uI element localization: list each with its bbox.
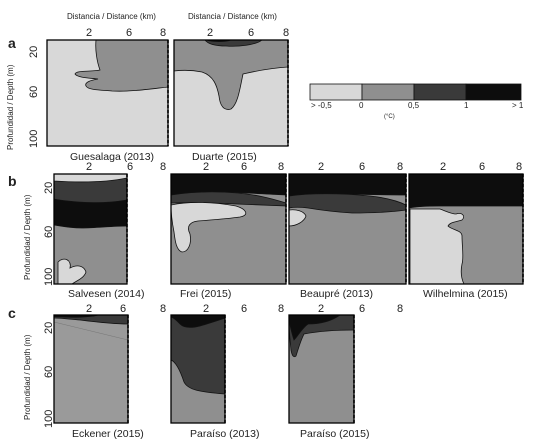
site-label-eckener: Eckener (2015) [72, 428, 144, 440]
tick-a2-6: 6 [248, 27, 254, 39]
tick-b-depth-100: 100 [43, 268, 55, 286]
tick-c2-8: 8 [278, 303, 284, 315]
panel-letter-a: a [8, 35, 16, 51]
section-duarte [173, 39, 289, 147]
tick-c1-6: 6 [120, 303, 126, 315]
panel-letter-b: b [8, 173, 17, 189]
legend-swatch-3 [413, 83, 467, 101]
tick-a-depth-60: 60 [28, 86, 40, 98]
section-guesalaga [46, 39, 169, 147]
tick-c1-8: 8 [160, 303, 166, 315]
site-label-frei: Frei (2015) [180, 288, 231, 300]
legend-label-2: 0 [359, 101, 364, 110]
tick-c3-2: 2 [318, 303, 324, 315]
depth-axis-title-a: Profundidad / Depth (m) [6, 64, 15, 150]
tick-c1-2: 2 [86, 303, 92, 315]
legend-label-5: > 1 [512, 101, 524, 110]
tick-b2-2: 2 [203, 161, 209, 173]
tick-b4-2: 2 [440, 161, 446, 173]
tick-a2-8: 8 [283, 27, 289, 39]
tick-a1-2: 2 [86, 27, 92, 39]
tick-b1-8: 8 [160, 161, 166, 173]
tick-c2-6: 6 [241, 303, 247, 315]
tick-c-depth-60: 60 [43, 366, 55, 378]
tick-a1-6: 6 [126, 27, 132, 39]
panel-letter-c: c [8, 305, 16, 321]
tick-a-depth-100: 100 [28, 130, 40, 148]
section-wilhelmina [408, 173, 524, 285]
section-eckener [53, 314, 129, 424]
tick-c3-8: 8 [397, 303, 403, 315]
tick-c-depth-20: 20 [43, 322, 55, 334]
tick-b1-2: 2 [86, 161, 92, 173]
tick-c2-2: 2 [203, 303, 209, 315]
legend-label-3: 0,5 [408, 101, 420, 110]
tick-b2-6: 6 [241, 161, 247, 173]
temperature-legend: > -0,5 0 0,5 1 > 1 (°C) [309, 83, 524, 120]
section-beaupre [288, 173, 407, 285]
legend-unit: (°C) [384, 114, 395, 120]
distance-axis-title-guesalaga: Distancia / Distance (km) [67, 12, 156, 21]
tick-b-depth-20: 20 [43, 182, 55, 194]
legend-swatch-2 [361, 83, 415, 101]
distance-axis-title-duarte: Distancia / Distance (km) [188, 12, 277, 21]
section-salvesen [53, 173, 128, 285]
depth-axis-title-b: Profundidad / Depth (m) [23, 194, 32, 280]
legend-label-1: > -0,5 [311, 101, 332, 110]
site-label-beaupre: Beaupré (2013) [300, 288, 373, 300]
tick-a-depth-20: 20 [28, 46, 40, 58]
tick-b1-6: 6 [127, 161, 133, 173]
tick-b4-8: 8 [516, 161, 522, 173]
legend-swatch-1 [309, 83, 363, 101]
legend-swatch-4 [465, 83, 522, 101]
section-paraiso-2013 [170, 314, 226, 424]
tick-b3-2: 2 [318, 161, 324, 173]
site-label-guesalaga: Guesalaga (2013) [70, 151, 154, 163]
site-label-wilhelmina: Wilhelmina (2015) [423, 288, 508, 300]
tick-c3-6: 6 [359, 303, 365, 315]
tick-b3-8: 8 [397, 161, 403, 173]
tick-a1-8: 8 [160, 27, 166, 39]
depth-axis-title-c: Profundidad / Depth (m) [23, 334, 32, 420]
site-label-duarte: Duarte (2015) [192, 151, 257, 163]
tick-b2-8: 8 [278, 161, 284, 173]
legend-label-4: 1 [464, 101, 469, 110]
section-paraiso-2015 [288, 314, 355, 424]
tick-b4-6: 6 [479, 161, 485, 173]
tick-b3-6: 6 [359, 161, 365, 173]
site-label-paraiso-2015: Paraíso (2015) [300, 428, 369, 440]
site-label-salvesen: Salvesen (2014) [68, 288, 144, 300]
tick-a2-2: 2 [207, 27, 213, 39]
site-label-paraiso-2013: Paraíso (2013) [190, 428, 259, 440]
tick-c-depth-100: 100 [43, 410, 55, 428]
section-frei [170, 173, 287, 285]
tick-b-depth-60: 60 [43, 226, 55, 238]
